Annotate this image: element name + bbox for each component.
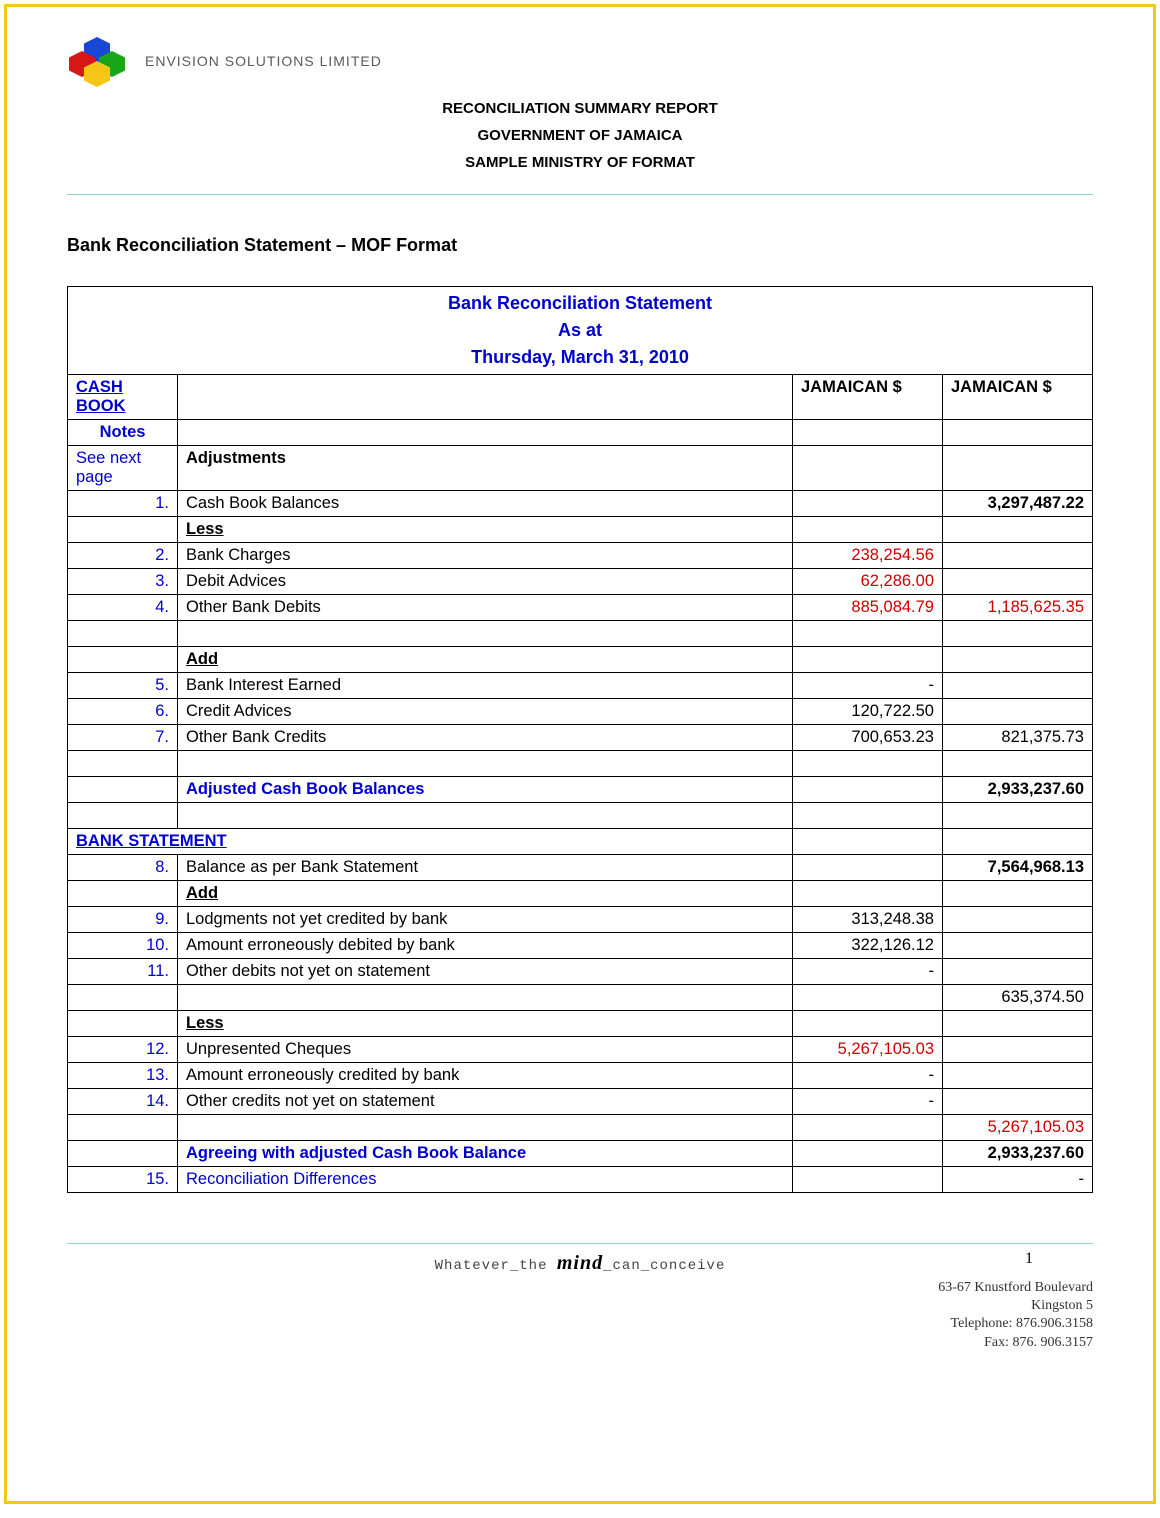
table-row: 11. Other debits not yet on statement - bbox=[68, 959, 1093, 985]
adjustments-label: Adjustments bbox=[178, 446, 793, 491]
table-row: 4. Other Bank Debits 885,084.79 1,185,62… bbox=[68, 595, 1093, 621]
empty-row bbox=[68, 803, 1093, 829]
table-row: 3. Debit Advices 62,286.00 bbox=[68, 569, 1093, 595]
table-row: 6. Credit Advices 120,722.50 bbox=[68, 699, 1093, 725]
row-amt1 bbox=[793, 491, 943, 517]
footer-tagline: Whatever_the mind_can_conceive bbox=[67, 1252, 1093, 1275]
note-num: 1. bbox=[68, 491, 178, 517]
reconciliation-table: Bank Reconciliation Statement As at Thur… bbox=[67, 286, 1093, 1193]
company-name: ENVISION SOLUTIONS LIMITED bbox=[145, 53, 382, 69]
adjusted-label: Adjusted Cash Book Balances bbox=[178, 777, 793, 803]
company-logo-icon bbox=[67, 37, 127, 85]
table-row: 9. Lodgments not yet credited by bank 31… bbox=[68, 907, 1093, 933]
table-row: 14. Other credits not yet on statement - bbox=[68, 1089, 1093, 1115]
agree-label: Agreeing with adjusted Cash Book Balance bbox=[178, 1141, 793, 1167]
less-label: Less bbox=[178, 517, 793, 543]
table-title-row: Bank Reconciliation Statement As at Thur… bbox=[68, 287, 1093, 375]
less-row: Less bbox=[68, 517, 1093, 543]
add-row-2: Add bbox=[68, 881, 1093, 907]
table-row: 2. Bank Charges 238,254.56 bbox=[68, 543, 1093, 569]
add-label: Add bbox=[178, 647, 793, 673]
row-amt2: 3,297,487.22 bbox=[943, 491, 1093, 517]
less-row-2: Less bbox=[68, 1011, 1093, 1037]
table-asat: As at bbox=[558, 320, 602, 340]
table-date: Thursday, March 31, 2010 bbox=[471, 347, 689, 367]
page-number: 1 bbox=[1025, 1250, 1033, 1268]
add-row: Add bbox=[68, 647, 1093, 673]
col-cashbook: CASH BOOK bbox=[76, 378, 126, 415]
section-title: Bank Reconciliation Statement – MOF Form… bbox=[67, 235, 1093, 256]
divider-bottom bbox=[67, 1243, 1093, 1244]
table-title: Bank Reconciliation Statement bbox=[448, 293, 712, 313]
table-row: 8. Balance as per Bank Statement 7,564,9… bbox=[68, 855, 1093, 881]
bank-stmt-label: BANK STATEMENT bbox=[76, 832, 227, 850]
subtotal-row: 5,267,105.03 bbox=[68, 1115, 1093, 1141]
subtotal-row: 635,374.50 bbox=[68, 985, 1093, 1011]
table-row: 15. Reconciliation Differences - bbox=[68, 1167, 1093, 1193]
col-jam1: JAMAICAN $ bbox=[793, 375, 943, 420]
bank-stmt-row: BANK STATEMENT bbox=[68, 829, 1093, 855]
empty-row bbox=[68, 751, 1093, 777]
row-desc: Cash Book Balances bbox=[178, 491, 793, 517]
adjusted-amt: 2,933,237.60 bbox=[943, 777, 1093, 803]
see-next-row: See next page Adjustments bbox=[68, 446, 1093, 491]
agree-row: Agreeing with adjusted Cash Book Balance… bbox=[68, 1141, 1093, 1167]
page: ENVISION SOLUTIONS LIMITED RECONCILIATIO… bbox=[4, 4, 1156, 1504]
table-row: 7. Other Bank Credits 700,653.23 821,375… bbox=[68, 725, 1093, 751]
table-row: 13. Amount erroneously credited by bank … bbox=[68, 1063, 1093, 1089]
report-title-3: SAMPLE MINISTRY OF FORMAT bbox=[67, 149, 1093, 176]
table-header-row: CASH BOOK JAMAICAN $ JAMAICAN $ bbox=[68, 375, 1093, 420]
header-row: ENVISION SOLUTIONS LIMITED bbox=[67, 37, 1093, 85]
report-title-1: RECONCILIATION SUMMARY REPORT bbox=[67, 95, 1093, 122]
table-row: 12. Unpresented Cheques 5,267,105.03 bbox=[68, 1037, 1093, 1063]
see-next: See next page bbox=[68, 446, 178, 491]
notes-label: Notes bbox=[68, 420, 178, 446]
divider-top bbox=[67, 194, 1093, 195]
col-jam2: JAMAICAN $ bbox=[943, 375, 1093, 420]
footer-address: 63-67 Knustford Boulevard Kingston 5 Tel… bbox=[67, 1279, 1093, 1352]
table-row: 10. Amount erroneously debited by bank 3… bbox=[68, 933, 1093, 959]
report-title-2: GOVERNMENT OF JAMAICA bbox=[67, 122, 1093, 149]
table-row: 5. Bank Interest Earned - bbox=[68, 673, 1093, 699]
empty-row bbox=[68, 621, 1093, 647]
table-row: 1. Cash Book Balances 3,297,487.22 bbox=[68, 491, 1093, 517]
adjusted-row: Adjusted Cash Book Balances 2,933,237.60 bbox=[68, 777, 1093, 803]
notes-row: Notes bbox=[68, 420, 1093, 446]
report-titles: RECONCILIATION SUMMARY REPORT GOVERNMENT… bbox=[67, 95, 1093, 176]
